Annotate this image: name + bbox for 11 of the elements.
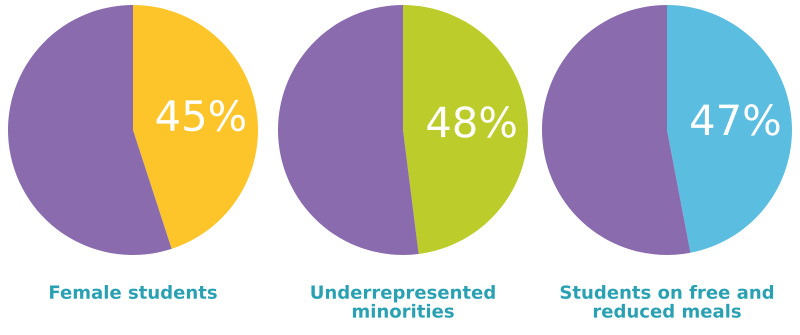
text: Female students xyxy=(50,285,217,299)
data-label: 47% xyxy=(691,104,780,136)
pie-slice xyxy=(542,5,690,255)
pie-slice xyxy=(667,5,792,253)
pie-slice xyxy=(403,5,528,254)
pie-slice xyxy=(133,5,258,249)
pie-slice xyxy=(278,5,419,255)
data-label: 48% xyxy=(427,106,516,138)
text: Students on free and reduced meals xyxy=(560,285,774,318)
data-label: 45% xyxy=(156,100,245,132)
text: Underrepresented minorities xyxy=(311,285,495,318)
